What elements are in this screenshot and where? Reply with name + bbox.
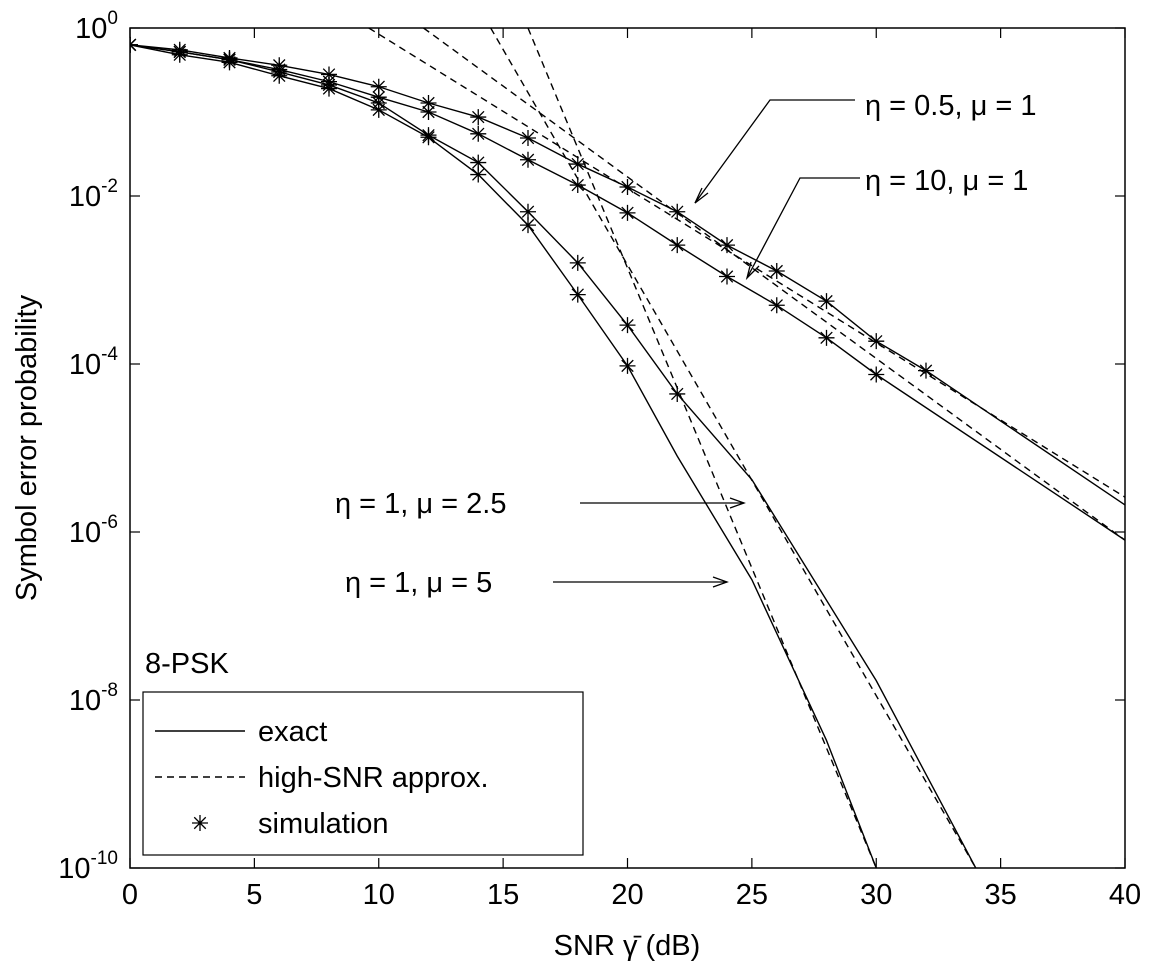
legend: exact high-SNR approx. simulation [142,691,584,856]
simulation-marker [420,104,437,120]
legend-box [142,691,584,856]
y-tick-base: 10 [69,685,101,717]
x-tick-label: 30 [860,879,892,911]
y-tick-label: 10-4 [69,344,119,381]
y-tick-exponent: -4 [101,344,118,365]
legend-label: exact [258,716,327,748]
plot-area [130,28,1125,868]
simulation-marker [569,254,586,271]
x-tick-label: 20 [611,879,643,911]
annotation-arrows [553,99,860,588]
simulation-marker [669,203,686,220]
simulation-marker [868,366,885,383]
y-tick-label: 10-10 [58,848,118,885]
simulation-marker [719,237,735,254]
simulation-marker [171,46,188,63]
curve-label: η = 1, μ = 2.5 [335,488,507,520]
x-tick-label: 40 [1109,879,1141,911]
y-tick-base: 10 [69,349,101,381]
simulation-marker [818,329,835,346]
simulation-marker [420,129,437,146]
approx-curve [527,28,877,868]
x-axis-label: SNR γ̄ (dB) [554,930,701,962]
simulation-marker [669,385,686,402]
approx-curve [490,28,977,868]
y-tick-exponent: -2 [101,176,118,197]
simulation-marker [619,317,636,334]
approx-curve [368,28,1125,498]
simulation-marker [669,237,686,254]
simulation-marker [520,130,536,147]
y-tick-label: 10-8 [69,680,118,717]
simulation-marker [569,177,586,194]
simulation-marker [868,333,885,350]
simulation-marker [918,362,934,379]
simulation-marker [520,151,536,168]
simulation-marker [619,178,636,195]
simulation-marker [192,815,208,831]
x-tick-label: 10 [363,879,395,911]
annotation: 8-PSK [145,648,229,680]
simulation-marker [768,262,785,279]
simulation-marker [818,293,835,310]
y-tick-exponent: -8 [101,680,118,701]
y-tick-base: 10 [75,13,107,45]
x-tick-label: 0 [122,879,138,911]
simulation-marker [619,357,636,374]
y-tick-base: 10 [69,517,101,549]
simulation-marker [768,297,785,314]
x-tick-label: 15 [487,879,519,911]
y-tick-label: 100 [75,8,118,45]
simulation-marker [321,80,337,97]
x-tick-label: 25 [736,879,768,911]
simulation-marker [221,54,238,71]
simulation-marker [470,154,487,171]
x-tick-label: 35 [984,879,1016,911]
y-tick-exponent: 0 [107,8,118,29]
y-tick-exponent: -10 [91,848,118,869]
simulation-marker [520,203,536,220]
simulation-marker [619,204,636,221]
y-tick-label: 10-6 [69,512,118,549]
simulation-marker [520,217,536,234]
y-tick-base: 10 [58,853,90,885]
curve-label: η = 1, μ = 5 [345,567,492,599]
simulation-marker [569,286,586,303]
y-tick-label: 10-2 [69,176,118,213]
curve-label: η = 10, μ = 1 [865,165,1028,197]
legend-label: high-SNR approx. [258,762,489,794]
simulation-marker [719,268,735,285]
x-tick-label: 5 [246,879,262,911]
y-axis-label: Symbol error probability [11,294,43,601]
simulation-marker [370,101,387,118]
simulation-marker [569,156,586,173]
y-tick-base: 10 [69,181,101,213]
simulation-marker [370,78,387,95]
simulation-marker [470,125,487,142]
exact-curve [130,44,1125,506]
y-tick-exponent: -6 [101,512,118,533]
legend-label: simulation [258,808,389,840]
curve-label: η = 0.5, μ = 1 [865,90,1037,122]
simulation-marker [420,94,437,111]
simulation-marker [271,67,288,84]
simulation-marker [470,166,487,183]
simulation-marker [470,109,487,126]
